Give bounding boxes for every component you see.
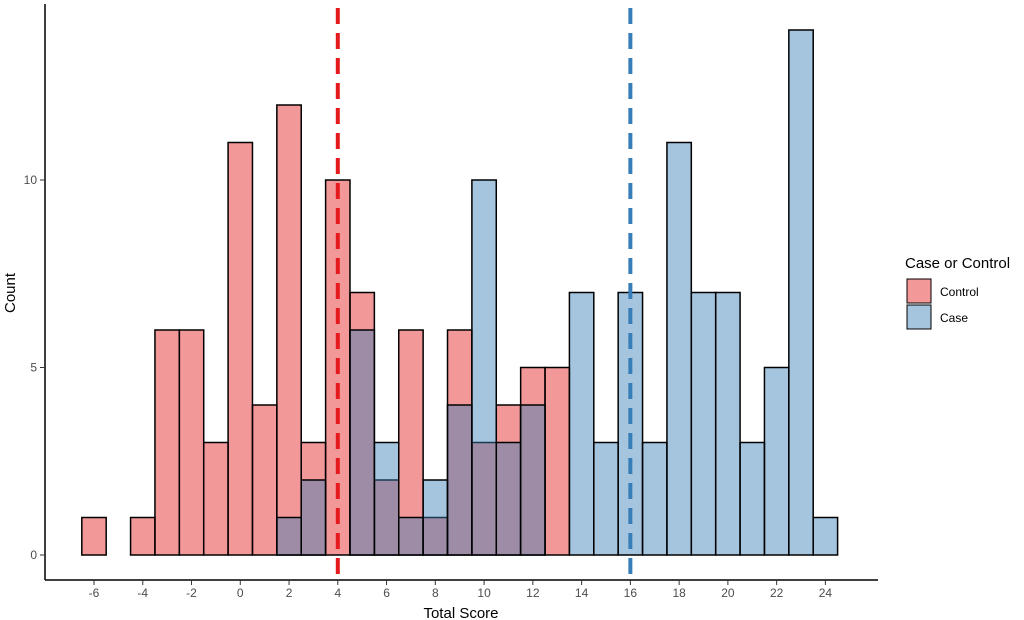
legend-label-control: Control [940,285,979,299]
x-tick-label-0: 0 [237,586,244,600]
bar-control--3 [154,329,181,556]
bar-case-15 [593,441,619,556]
legend-swatch-control [906,278,932,304]
x-tick-label-12: 12 [526,586,540,600]
case-bars [276,29,839,556]
y-axis-title: Count [2,272,19,313]
x-tick-label-10: 10 [477,586,491,600]
x-tick-label-2: 2 [286,586,293,600]
bar-case-12 [519,404,546,556]
bar-case-11 [495,441,522,556]
y-tick-label-5: 5 [30,361,37,375]
y-tick-label-10: 10 [24,173,38,187]
x-tick-label--4: -4 [137,586,148,600]
bar-case-2 [276,516,302,556]
legend: Case or Control Control Case [905,255,1010,330]
x-tick-label-14: 14 [575,586,589,600]
x-tick-label-8: 8 [432,586,439,600]
bar-control-6 [373,479,400,556]
bar-control--4 [129,516,156,556]
legend-title: Case or Control [905,255,1010,272]
x-axis-title: Total Score [423,605,498,620]
bar-control-1 [251,404,278,556]
bar-control--1 [202,441,229,556]
bar-case-7 [398,516,424,556]
mean-lines [335,8,633,580]
x-tick-label-16: 16 [624,586,638,600]
x-tick-label--2: -2 [186,586,197,600]
bar-case-8 [422,479,449,556]
bar-case-5 [349,329,376,556]
bar-case-9 [446,404,473,556]
bar-control-2 [276,104,302,556]
bar-case-21 [739,441,766,556]
x-tick-label-6: 6 [383,586,390,600]
bar-case-18 [666,141,693,556]
bar-control-13 [544,366,571,556]
y-tick-label-0: 0 [30,548,37,562]
bar-control--2 [178,329,205,556]
bar-control--6 [81,516,107,556]
bar-case-20 [714,291,741,556]
bar-case-19 [690,291,717,556]
bar-case-23 [788,29,814,556]
legend-label-case: Case [940,311,968,325]
x-tick-label--6: -6 [89,586,100,600]
bar-case-22 [763,366,790,556]
bar-case-6 [373,441,400,556]
bar-control-0 [227,141,254,556]
bar-case-17 [641,441,668,556]
x-tick-label-4: 4 [334,586,341,600]
bar-case-24 [812,516,839,556]
bar-case-3 [300,479,327,556]
bar-case-10 [471,179,498,556]
bar-case-14 [568,291,595,556]
x-tick-label-22: 22 [770,586,784,600]
legend-swatch-case [906,304,932,330]
x-tick-label-18: 18 [672,586,686,600]
x-tick-label-24: 24 [819,586,833,600]
x-tick-label-20: 20 [721,586,735,600]
